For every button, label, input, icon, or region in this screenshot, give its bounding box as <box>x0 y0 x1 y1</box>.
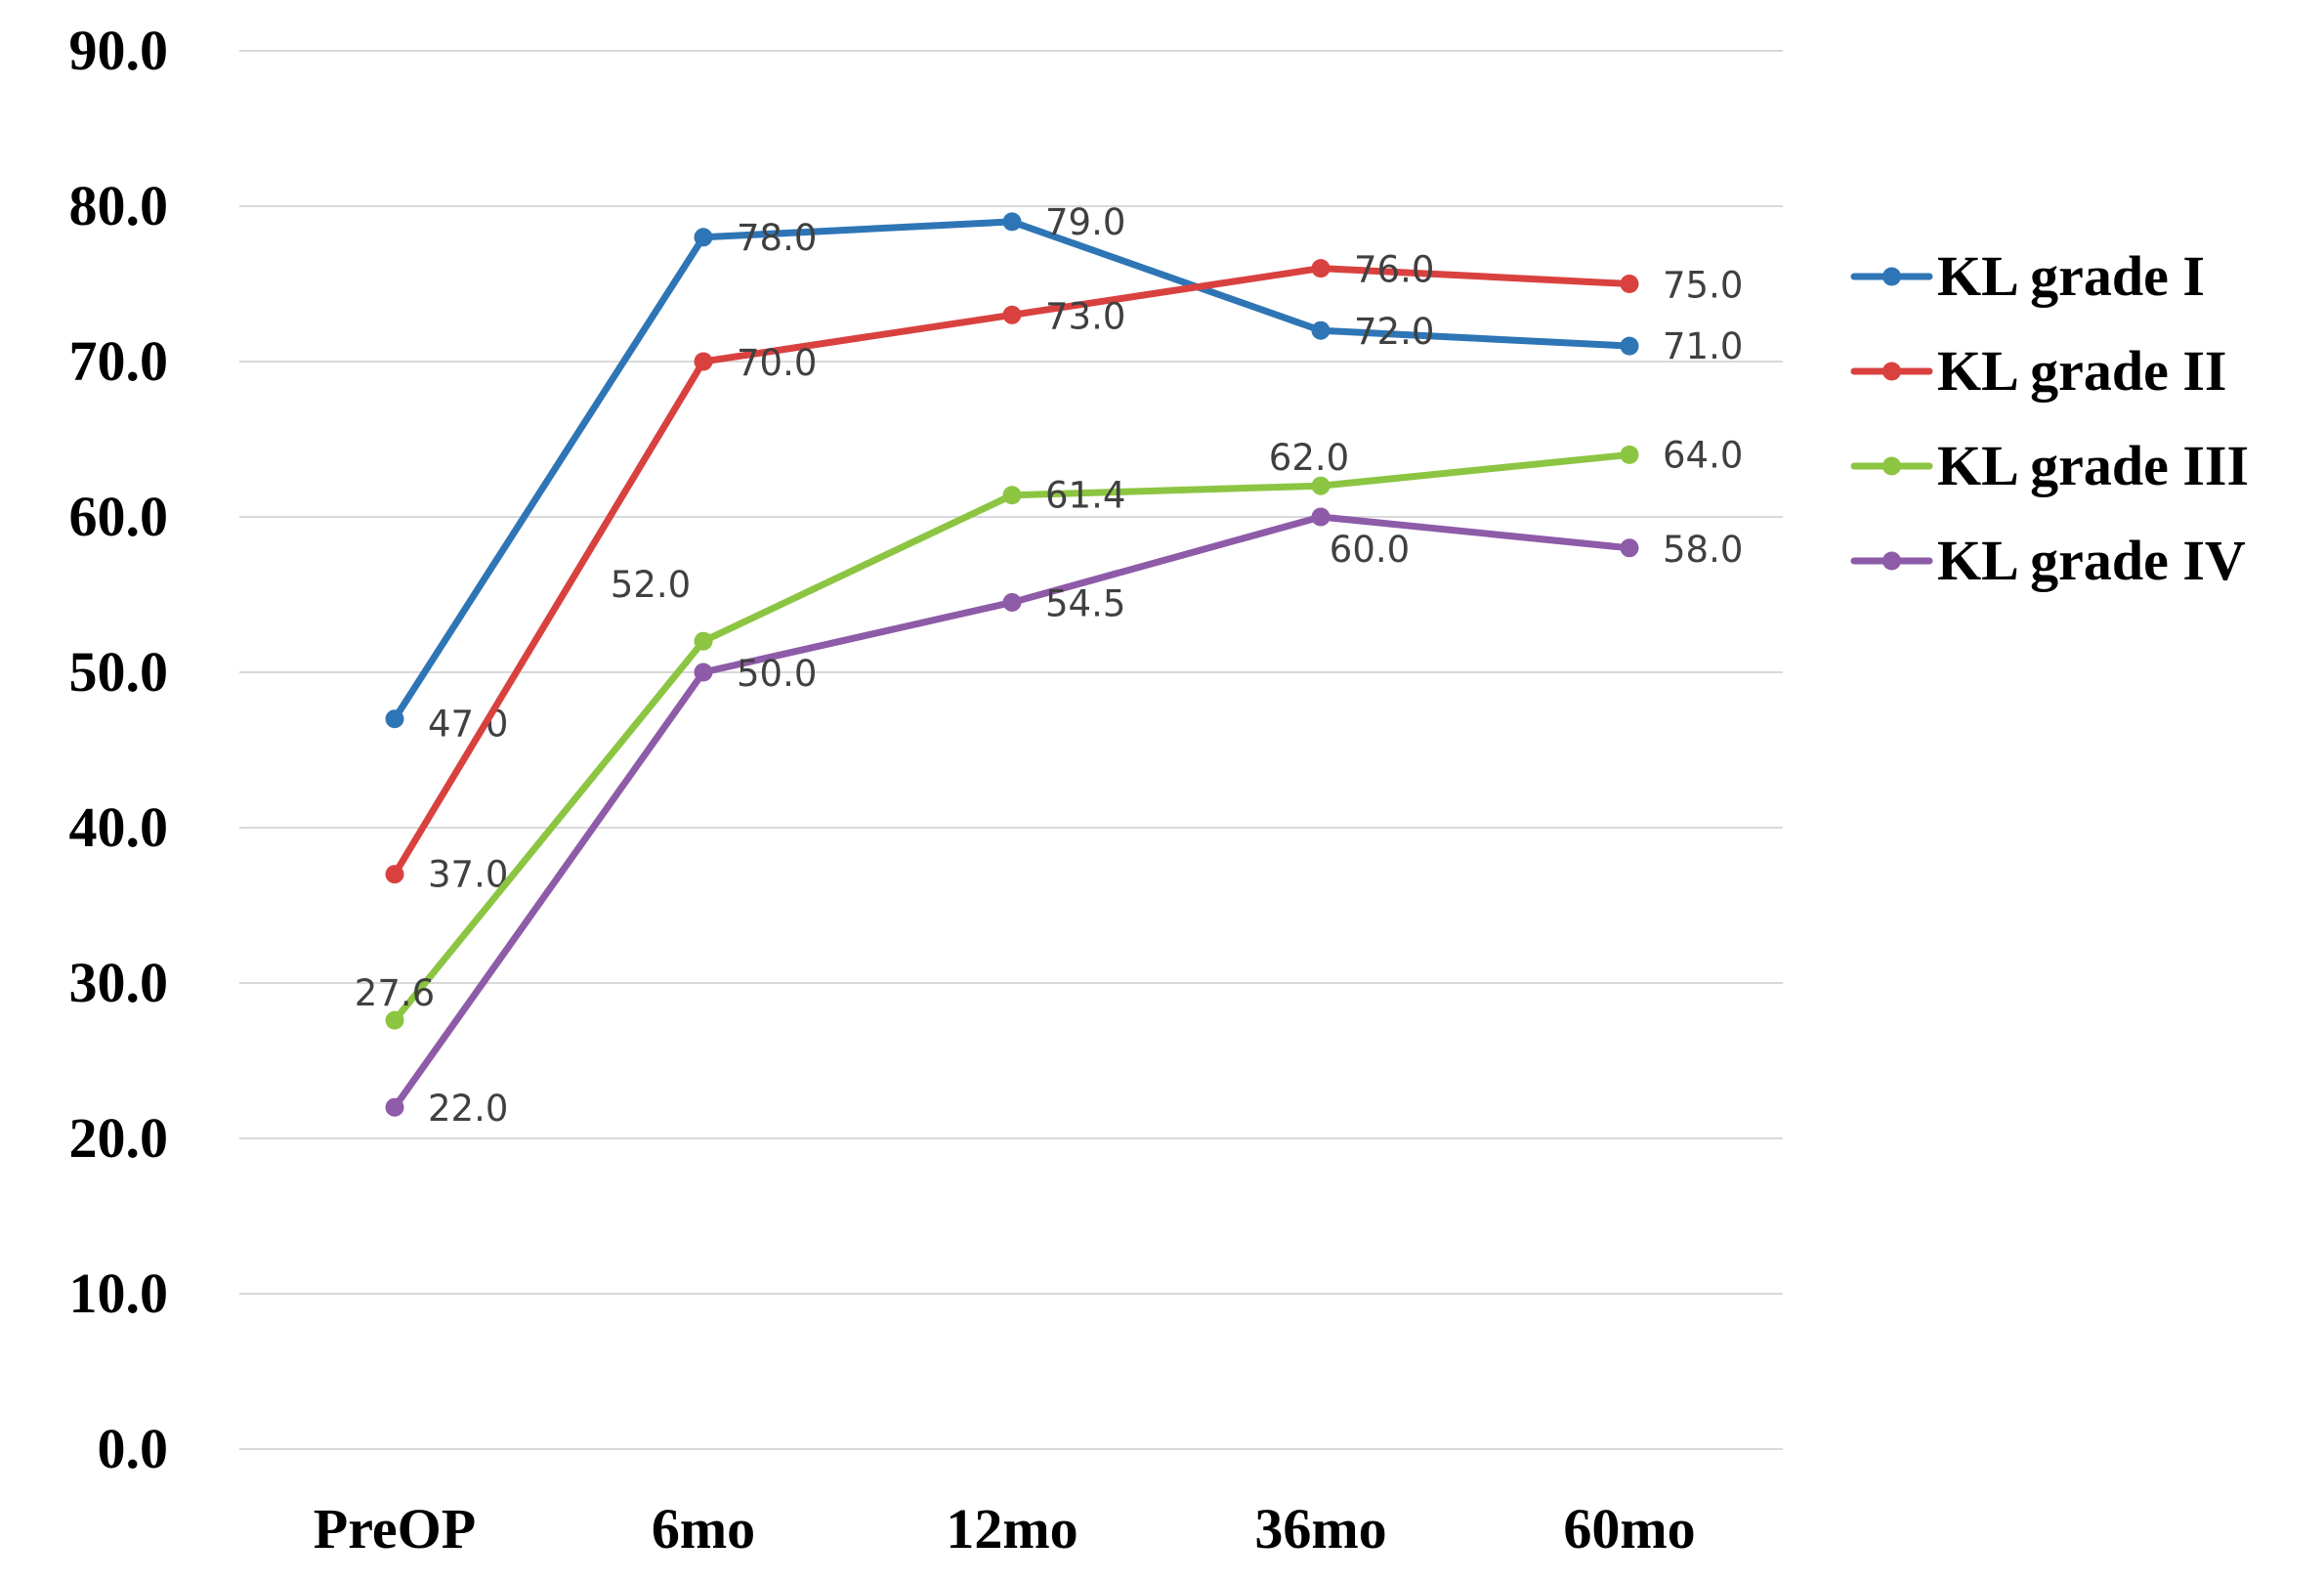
data-label: 58.0 <box>1663 529 1743 571</box>
legend-marker <box>1882 456 1901 476</box>
legend-marker <box>1882 267 1901 286</box>
data-label: 64.0 <box>1663 434 1743 476</box>
data-label: 52.0 <box>611 564 691 606</box>
legend-marker <box>1882 362 1901 381</box>
data-point <box>694 228 713 247</box>
data-point <box>385 865 404 884</box>
y-tick-label: 50.0 <box>69 640 169 704</box>
data-label: 22.0 <box>428 1088 508 1130</box>
data-label: 78.0 <box>737 217 817 259</box>
data-point <box>694 663 713 682</box>
data-point <box>385 1010 404 1030</box>
data-point <box>694 352 713 371</box>
x-tick-label: 6mo <box>652 1497 755 1561</box>
data-label: 76.0 <box>1354 249 1434 291</box>
y-tick-label: 60.0 <box>69 485 169 548</box>
data-label: 60.0 <box>1330 529 1410 571</box>
data-point <box>1620 538 1639 558</box>
legend-label: KL grade I <box>1937 244 2205 308</box>
data-label: 70.0 <box>737 342 817 384</box>
data-label: 72.0 <box>1354 311 1434 353</box>
y-tick-label: 90.0 <box>69 19 169 82</box>
data-label: 71.0 <box>1663 325 1743 367</box>
data-label: 37.0 <box>428 854 508 896</box>
y-tick-label: 40.0 <box>69 795 169 859</box>
legend-label: KL grade II <box>1937 339 2227 403</box>
data-label: 61.4 <box>1045 475 1125 517</box>
legend-label: KL grade III <box>1937 434 2249 497</box>
data-label: 54.5 <box>1045 582 1125 624</box>
data-point <box>1620 275 1639 293</box>
data-point <box>1620 445 1639 464</box>
data-point <box>385 1097 404 1117</box>
data-label: 27.6 <box>355 972 435 1014</box>
x-tick-label: 12mo <box>946 1497 1077 1561</box>
y-tick-label: 10.0 <box>69 1261 169 1325</box>
series-line-3 <box>391 450 1633 1024</box>
legend-marker <box>1882 551 1901 571</box>
x-tick-label: 60mo <box>1563 1497 1695 1561</box>
data-point <box>1311 507 1331 527</box>
data-point <box>694 631 713 651</box>
data-label: 73.0 <box>1045 295 1125 337</box>
legend-label: KL grade IV <box>1937 529 2246 592</box>
data-point <box>1002 486 1022 505</box>
data-point <box>1002 305 1022 324</box>
data-point <box>1311 321 1331 340</box>
data-label: 62.0 <box>1269 437 1349 479</box>
y-tick-label: 70.0 <box>69 329 169 393</box>
y-tick-label: 20.0 <box>69 1106 169 1170</box>
data-point <box>1311 259 1331 278</box>
data-point <box>1002 212 1022 232</box>
data-point <box>1002 592 1022 612</box>
data-label: 50.0 <box>737 653 817 695</box>
x-tick-label: PreOP <box>314 1497 476 1561</box>
y-tick-label: 0.0 <box>98 1417 169 1480</box>
y-tick-label: 80.0 <box>69 174 169 237</box>
data-point <box>1620 336 1639 356</box>
data-point <box>1311 476 1331 495</box>
y-tick-label: 30.0 <box>69 951 169 1014</box>
x-tick-label: 36mo <box>1254 1497 1386 1561</box>
data-label: 79.0 <box>1045 201 1125 243</box>
data-label: 75.0 <box>1663 265 1743 307</box>
series-line-2 <box>391 265 1633 878</box>
data-point <box>385 709 404 729</box>
